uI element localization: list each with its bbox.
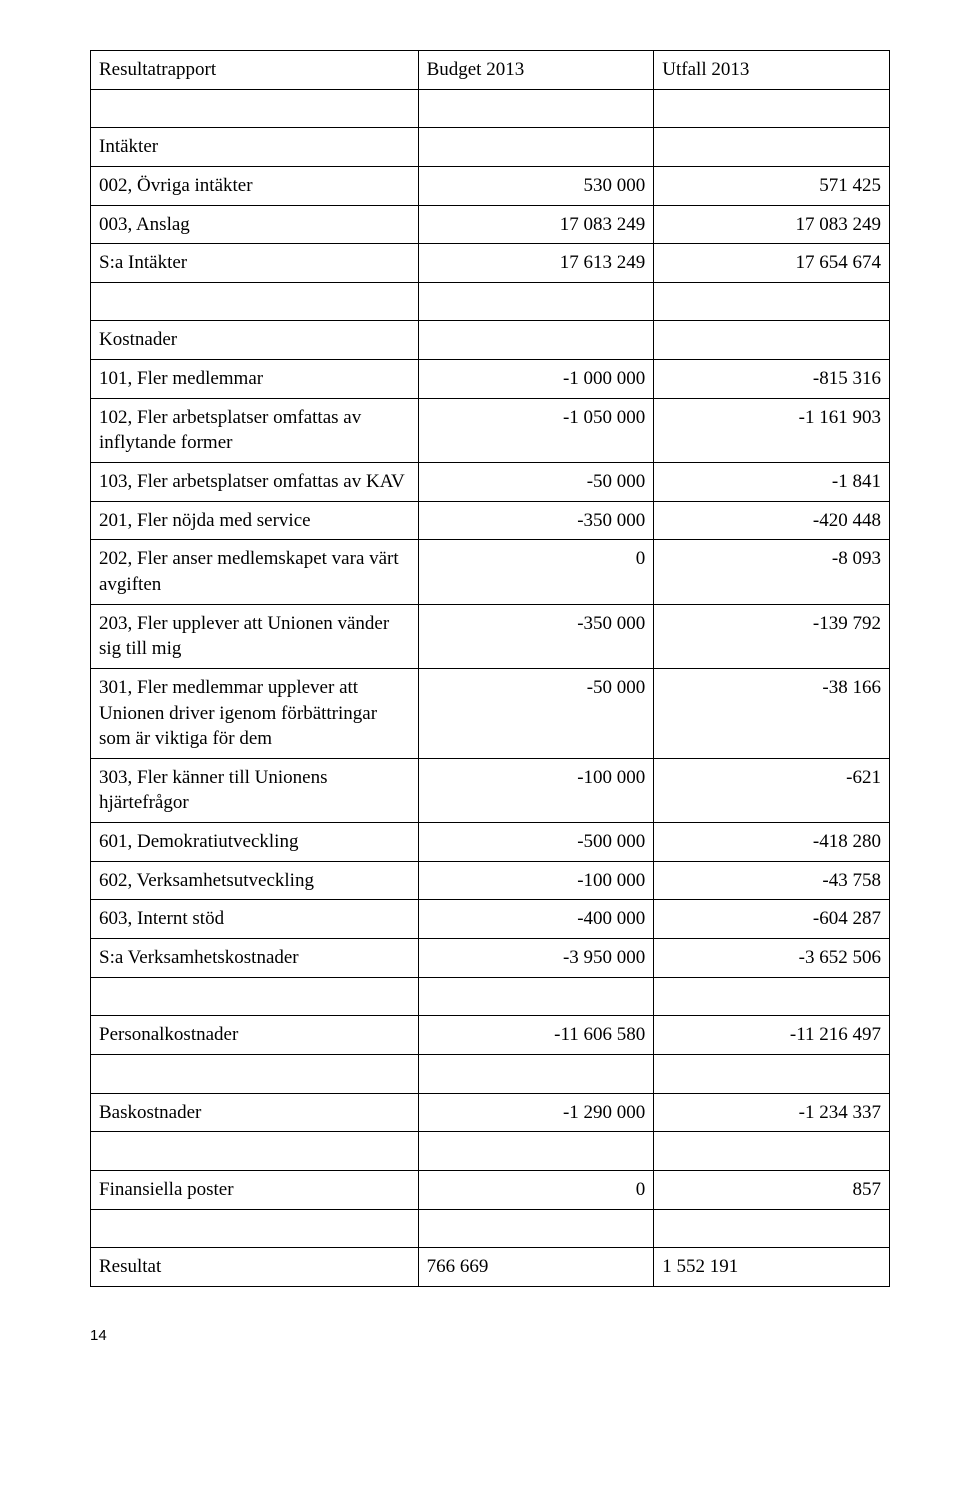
- row-label: Personalkostnader: [91, 1016, 419, 1055]
- table-row: 102, Fler arbetsplatser omfattas av infl…: [91, 398, 890, 462]
- row-utfall: 17 654 674: [654, 244, 890, 283]
- row-utfall: 857: [654, 1170, 890, 1209]
- row-utfall: -43 758: [654, 861, 890, 900]
- row-label: 103, Fler arbetsplatser omfattas av KAV: [91, 463, 419, 502]
- row-label: 203, Fler upplever att Unionen vänder si…: [91, 604, 419, 668]
- row-budget: -50 000: [418, 668, 654, 758]
- row-utfall: -621: [654, 758, 890, 822]
- row-budget: 0: [418, 1170, 654, 1209]
- table-header-row: Resultatrapport Budget 2013 Utfall 2013: [91, 51, 890, 90]
- row-budget: 0: [418, 540, 654, 604]
- section-title: Intäkter: [91, 128, 419, 167]
- table-row: 303, Fler känner till Unionens hjärtefrå…: [91, 758, 890, 822]
- row-label: 003, Anslag: [91, 205, 419, 244]
- row-label: 201, Fler nöjda med service: [91, 501, 419, 540]
- row-budget: 17 613 249: [418, 244, 654, 283]
- table-row: 101, Fler medlemmar -1 000 000 -815 316: [91, 360, 890, 399]
- table-row: 201, Fler nöjda med service -350 000 -42…: [91, 501, 890, 540]
- table-row: 103, Fler arbetsplatser omfattas av KAV …: [91, 463, 890, 502]
- table-row: Personalkostnader -11 606 580 -11 216 49…: [91, 1016, 890, 1055]
- row-budget: -3 950 000: [418, 939, 654, 978]
- header-col1: Resultatrapport: [91, 51, 419, 90]
- header-col3: Utfall 2013: [654, 51, 890, 90]
- table-row: 602, Verksamhetsutveckling -100 000 -43 …: [91, 861, 890, 900]
- row-label: 301, Fler medlemmar upplever att Unionen…: [91, 668, 419, 758]
- row-label: Resultat: [91, 1248, 419, 1287]
- page-number: 14: [90, 1327, 890, 1344]
- row-label: 602, Verksamhetsutveckling: [91, 861, 419, 900]
- row-utfall: -139 792: [654, 604, 890, 668]
- spacer-row: [91, 1132, 890, 1171]
- spacer-row: [91, 1209, 890, 1248]
- row-budget: -1 000 000: [418, 360, 654, 399]
- row-label: 202, Fler anser medlemskapet vara värt a…: [91, 540, 419, 604]
- row-budget: 530 000: [418, 166, 654, 205]
- document-page: Resultatrapport Budget 2013 Utfall 2013 …: [0, 0, 960, 1384]
- row-budget: -1 290 000: [418, 1093, 654, 1132]
- section-title: Kostnader: [91, 321, 419, 360]
- row-utfall: -8 093: [654, 540, 890, 604]
- row-label: 101, Fler medlemmar: [91, 360, 419, 399]
- spacer-row: [91, 89, 890, 128]
- row-utfall: -38 166: [654, 668, 890, 758]
- table-row: 601, Demokratiutveckling -500 000 -418 2…: [91, 823, 890, 862]
- row-utfall: 1 552 191: [654, 1248, 890, 1287]
- row-label: 603, Internt stöd: [91, 900, 419, 939]
- row-utfall: -604 287: [654, 900, 890, 939]
- table-row: 202, Fler anser medlemskapet vara värt a…: [91, 540, 890, 604]
- row-label: S:a Verksamhetskostnader: [91, 939, 419, 978]
- table-row: 301, Fler medlemmar upplever att Unionen…: [91, 668, 890, 758]
- table-row: Baskostnader -1 290 000 -1 234 337: [91, 1093, 890, 1132]
- row-label: 002, Övriga intäkter: [91, 166, 419, 205]
- row-budget: -11 606 580: [418, 1016, 654, 1055]
- row-budget: -350 000: [418, 604, 654, 668]
- row-utfall: -420 448: [654, 501, 890, 540]
- table-row: S:a Verksamhetskostnader -3 950 000 -3 6…: [91, 939, 890, 978]
- row-label: Finansiella poster: [91, 1170, 419, 1209]
- spacer-row: [91, 977, 890, 1016]
- section-title-row: Intäkter: [91, 128, 890, 167]
- section-title-row: Kostnader: [91, 321, 890, 360]
- row-budget: -100 000: [418, 758, 654, 822]
- spacer-row: [91, 1054, 890, 1093]
- row-utfall: 571 425: [654, 166, 890, 205]
- row-budget: 17 083 249: [418, 205, 654, 244]
- row-label: 601, Demokratiutveckling: [91, 823, 419, 862]
- table-row: 203, Fler upplever att Unionen vänder si…: [91, 604, 890, 668]
- row-budget: 766 669: [418, 1248, 654, 1287]
- table-row: Finansiella poster 0 857: [91, 1170, 890, 1209]
- table-row: 003, Anslag 17 083 249 17 083 249: [91, 205, 890, 244]
- table-row: S:a Intäkter 17 613 249 17 654 674: [91, 244, 890, 283]
- row-budget: -400 000: [418, 900, 654, 939]
- row-budget: -350 000: [418, 501, 654, 540]
- row-utfall: -3 652 506: [654, 939, 890, 978]
- row-budget: -100 000: [418, 861, 654, 900]
- row-label: Baskostnader: [91, 1093, 419, 1132]
- row-utfall: -418 280: [654, 823, 890, 862]
- row-utfall: -11 216 497: [654, 1016, 890, 1055]
- resultat-table: Resultatrapport Budget 2013 Utfall 2013 …: [90, 50, 890, 1287]
- row-utfall: -815 316: [654, 360, 890, 399]
- row-label: 102, Fler arbetsplatser omfattas av infl…: [91, 398, 419, 462]
- table-row: 002, Övriga intäkter 530 000 571 425: [91, 166, 890, 205]
- table-row: 603, Internt stöd -400 000 -604 287: [91, 900, 890, 939]
- spacer-row: [91, 282, 890, 321]
- header-col2: Budget 2013: [418, 51, 654, 90]
- row-utfall: 17 083 249: [654, 205, 890, 244]
- row-utfall: -1 841: [654, 463, 890, 502]
- row-utfall: -1 161 903: [654, 398, 890, 462]
- row-budget: -1 050 000: [418, 398, 654, 462]
- row-budget: -500 000: [418, 823, 654, 862]
- row-budget: -50 000: [418, 463, 654, 502]
- row-label: 303, Fler känner till Unionens hjärtefrå…: [91, 758, 419, 822]
- row-utfall: -1 234 337: [654, 1093, 890, 1132]
- row-label: S:a Intäkter: [91, 244, 419, 283]
- table-row: Resultat 766 669 1 552 191: [91, 1248, 890, 1287]
